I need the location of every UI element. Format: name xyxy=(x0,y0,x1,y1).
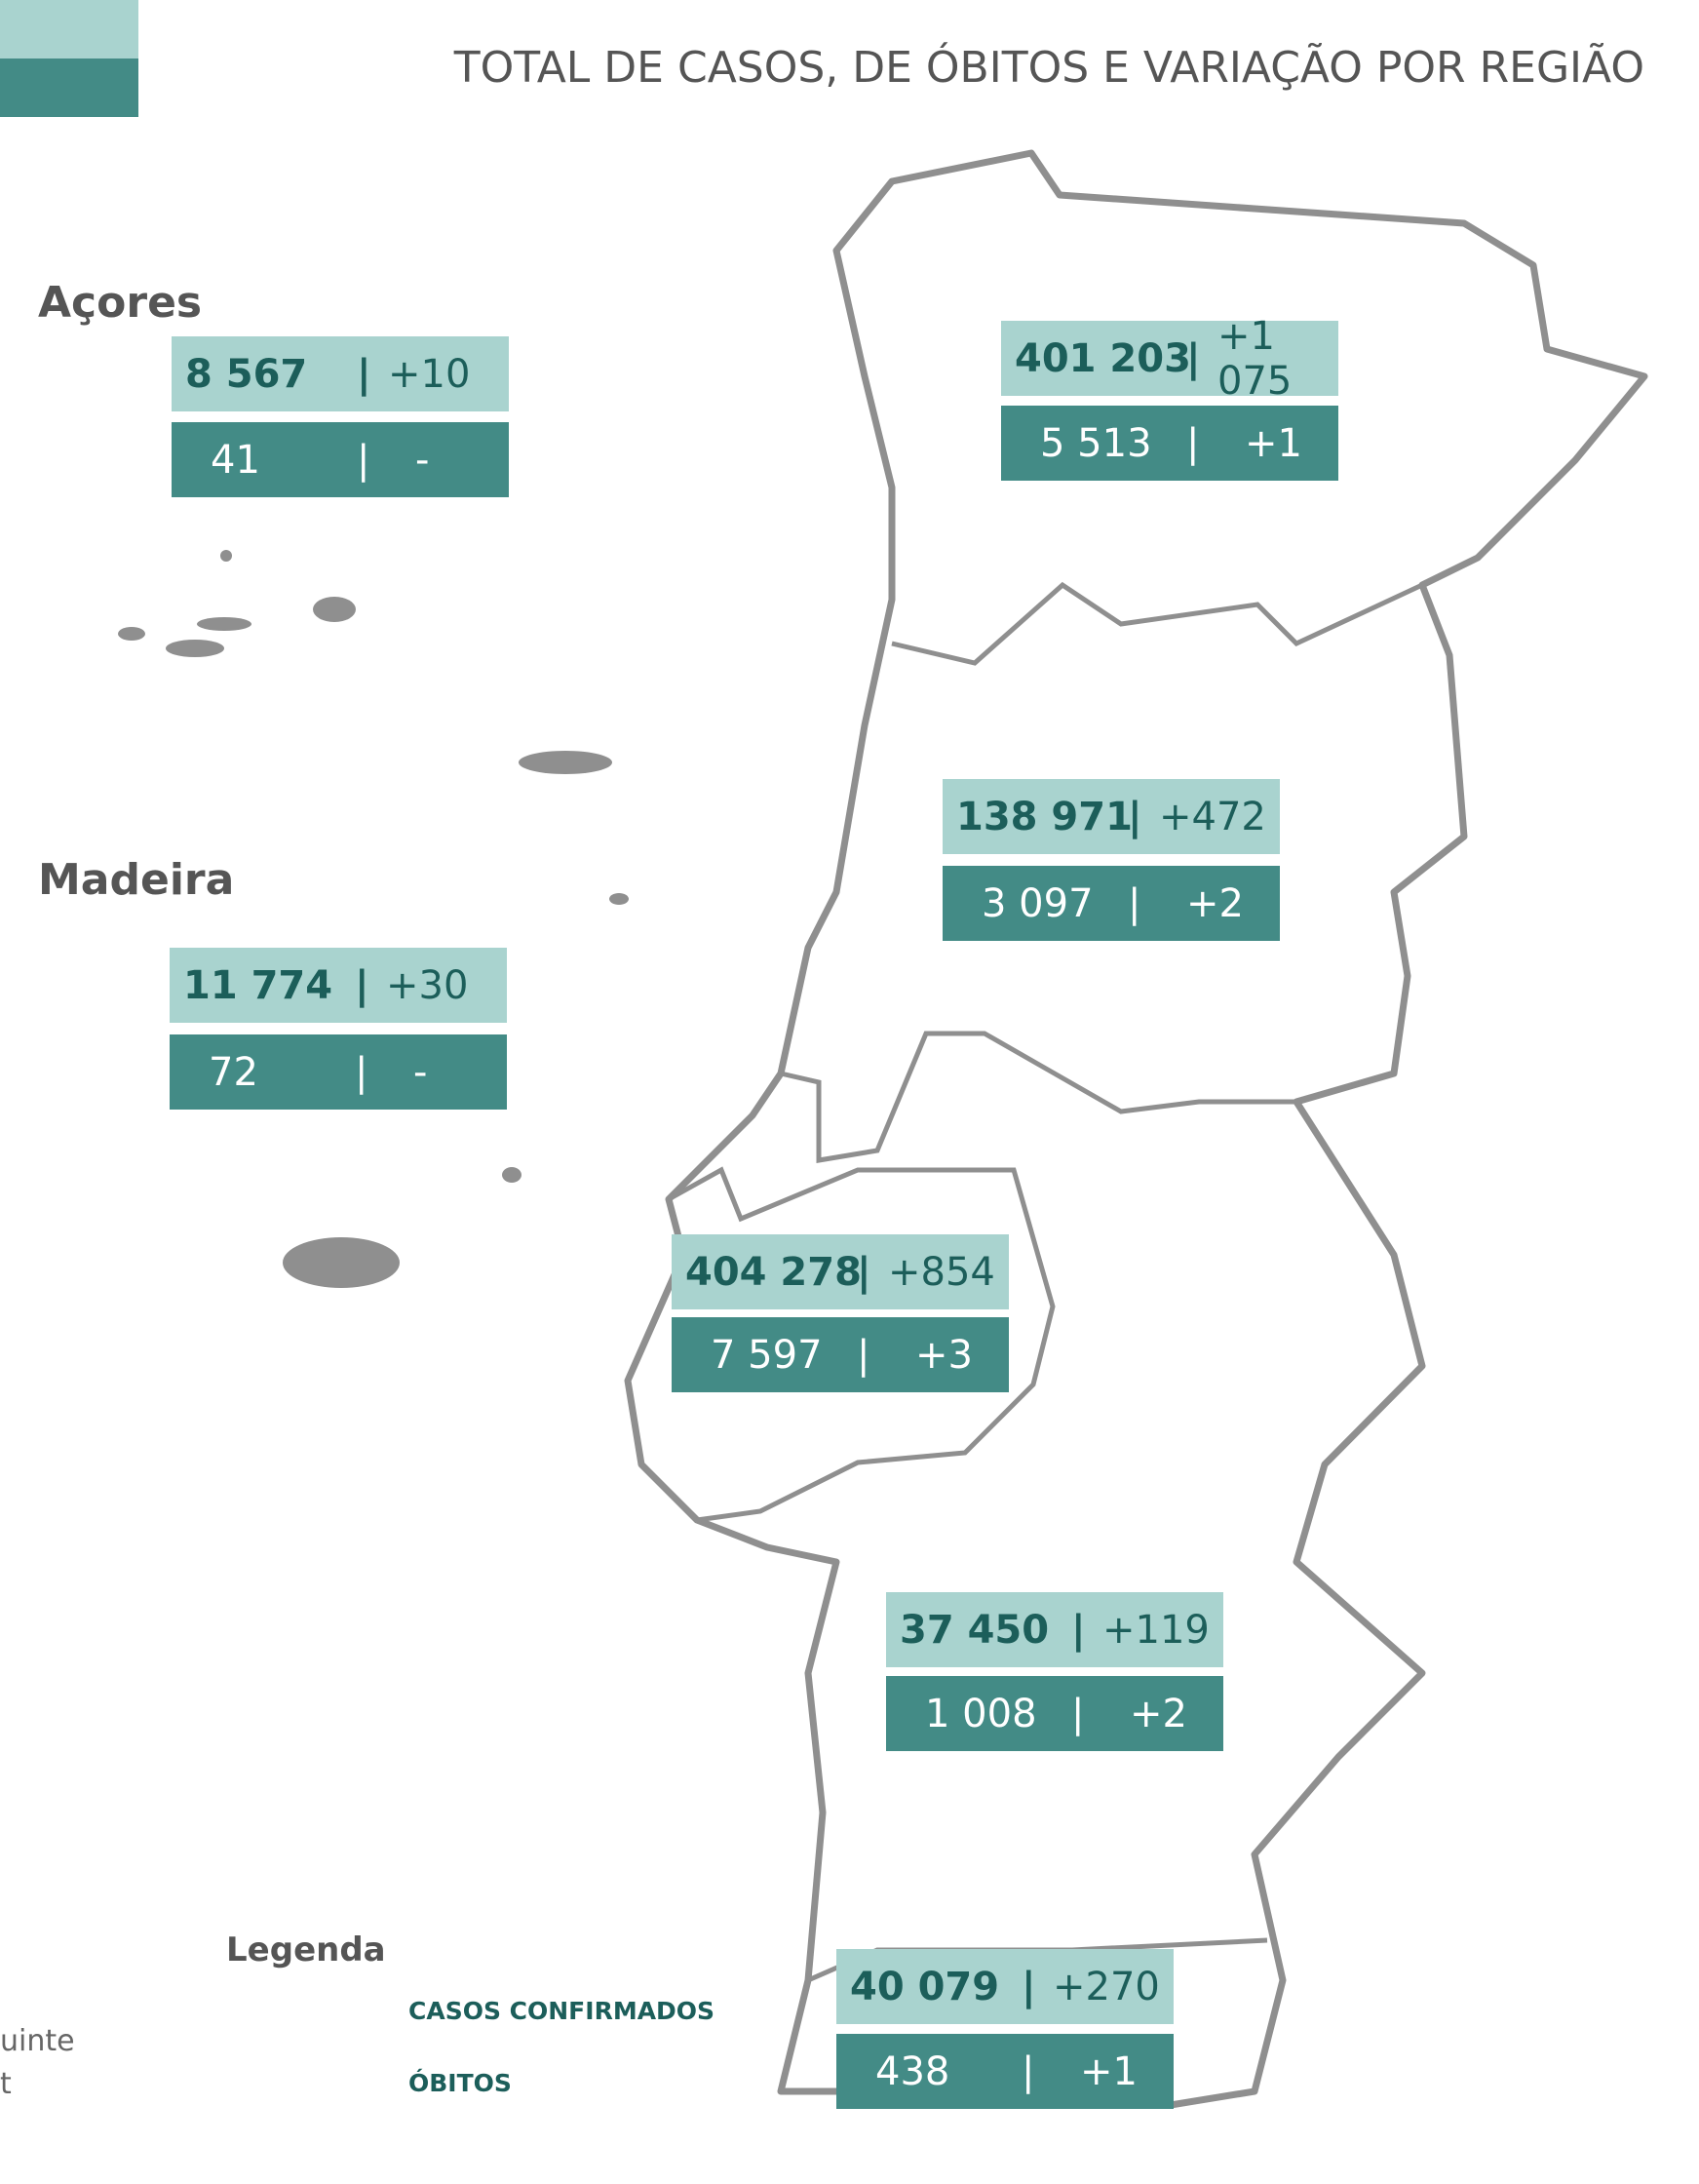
separator: | xyxy=(1022,1964,1036,2009)
island xyxy=(220,550,232,562)
cases-box: 404 278 | +854 xyxy=(672,1234,1009,1309)
legend-swatch xyxy=(0,0,138,58)
legend-label: ÓBITOS xyxy=(408,2069,512,2097)
separator: | xyxy=(1071,1691,1085,1736)
cases-change: +10 xyxy=(388,351,471,397)
island xyxy=(118,627,145,641)
separator: | xyxy=(355,1049,368,1095)
separator: | xyxy=(857,1249,871,1295)
cases-change: +854 xyxy=(888,1249,995,1295)
deaths-box: 438 | +1 xyxy=(836,2034,1174,2109)
cases-box: 40 079 | +270 xyxy=(836,1949,1174,2024)
cases-value: 37 450 xyxy=(900,1607,1050,1653)
island xyxy=(609,893,629,905)
deaths-box: 1 008 | +2 xyxy=(886,1676,1223,1751)
separator: | xyxy=(1186,420,1200,466)
cases-value: 40 079 xyxy=(850,1964,1000,2009)
cases-change: +30 xyxy=(386,962,469,1008)
deaths-box: 3 097 | +2 xyxy=(943,866,1280,941)
cases-change: +119 xyxy=(1102,1607,1210,1653)
separator: | xyxy=(1071,1607,1086,1653)
cases-box: 8 567 | +10 xyxy=(172,336,509,411)
separator: | xyxy=(355,962,369,1008)
deaths-change: +3 xyxy=(915,1332,973,1378)
footnote-fragment: t xyxy=(0,2067,12,2101)
deaths-change: +1 xyxy=(1245,420,1302,466)
deaths-box: 5 513 | +1 xyxy=(1001,406,1338,481)
cases-value: 11 774 xyxy=(183,962,333,1008)
separator: | xyxy=(357,437,370,483)
deaths-value: 3 097 xyxy=(982,880,1094,926)
deaths-change: +2 xyxy=(1130,1691,1187,1736)
region-border xyxy=(667,581,1424,1983)
legend-swatch xyxy=(0,58,138,117)
island xyxy=(502,1167,521,1183)
separator: | xyxy=(1128,794,1142,839)
portugal-outline xyxy=(624,149,1648,2109)
legend-label: CASOS CONFIRMADOS xyxy=(408,1997,715,2025)
deaths-change: +2 xyxy=(1186,880,1244,926)
deaths-value: 438 xyxy=(875,2048,950,2094)
footnote-fragment: uinte xyxy=(0,2024,75,2058)
cases-change: +1 075 xyxy=(1217,313,1293,404)
cases-box: 138 971 | +472 xyxy=(943,779,1280,854)
cases-value: 138 971 xyxy=(956,794,1133,839)
cases-change: +270 xyxy=(1053,1964,1160,2009)
deaths-change: - xyxy=(415,437,430,483)
deaths-change: +1 xyxy=(1080,2048,1138,2094)
deaths-box: 7 597 | +3 xyxy=(672,1317,1009,1392)
island xyxy=(166,640,224,657)
region-name: Madeira xyxy=(38,855,235,905)
deaths-value: 41 xyxy=(211,437,260,483)
deaths-value: 7 597 xyxy=(711,1332,823,1378)
separator: | xyxy=(1186,335,1201,381)
cases-box: 401 203 | +1 075 xyxy=(1001,314,1338,404)
region-name: Açores xyxy=(38,278,203,328)
separator: | xyxy=(1128,880,1141,926)
title: TOTAL DE CASOS, DE ÓBITOS E VARIAÇÃO POR… xyxy=(453,43,1644,93)
separator: | xyxy=(857,1332,870,1378)
cases-value: 401 203 xyxy=(1015,335,1191,381)
deaths-value: 5 513 xyxy=(1040,420,1152,466)
cases-value: 404 278 xyxy=(685,1249,862,1295)
island xyxy=(313,597,356,622)
islands xyxy=(118,550,629,1288)
separator: | xyxy=(1022,2048,1035,2094)
deaths-box: 72 | - xyxy=(170,1034,507,1110)
legend-title: Legenda xyxy=(226,1930,386,1970)
cases-change: +472 xyxy=(1159,794,1266,839)
cases-box: 11 774 | +30 xyxy=(170,948,507,1023)
deaths-value: 1 008 xyxy=(925,1691,1037,1736)
island xyxy=(197,617,251,631)
separator: | xyxy=(357,351,371,397)
deaths-value: 72 xyxy=(209,1049,258,1095)
island xyxy=(283,1237,400,1288)
deaths-box: 41 | - xyxy=(172,422,509,497)
cases-value: 8 567 xyxy=(185,351,308,397)
deaths-change: - xyxy=(413,1049,428,1095)
cases-box: 37 450 | +119 xyxy=(886,1592,1223,1667)
island xyxy=(519,751,612,774)
